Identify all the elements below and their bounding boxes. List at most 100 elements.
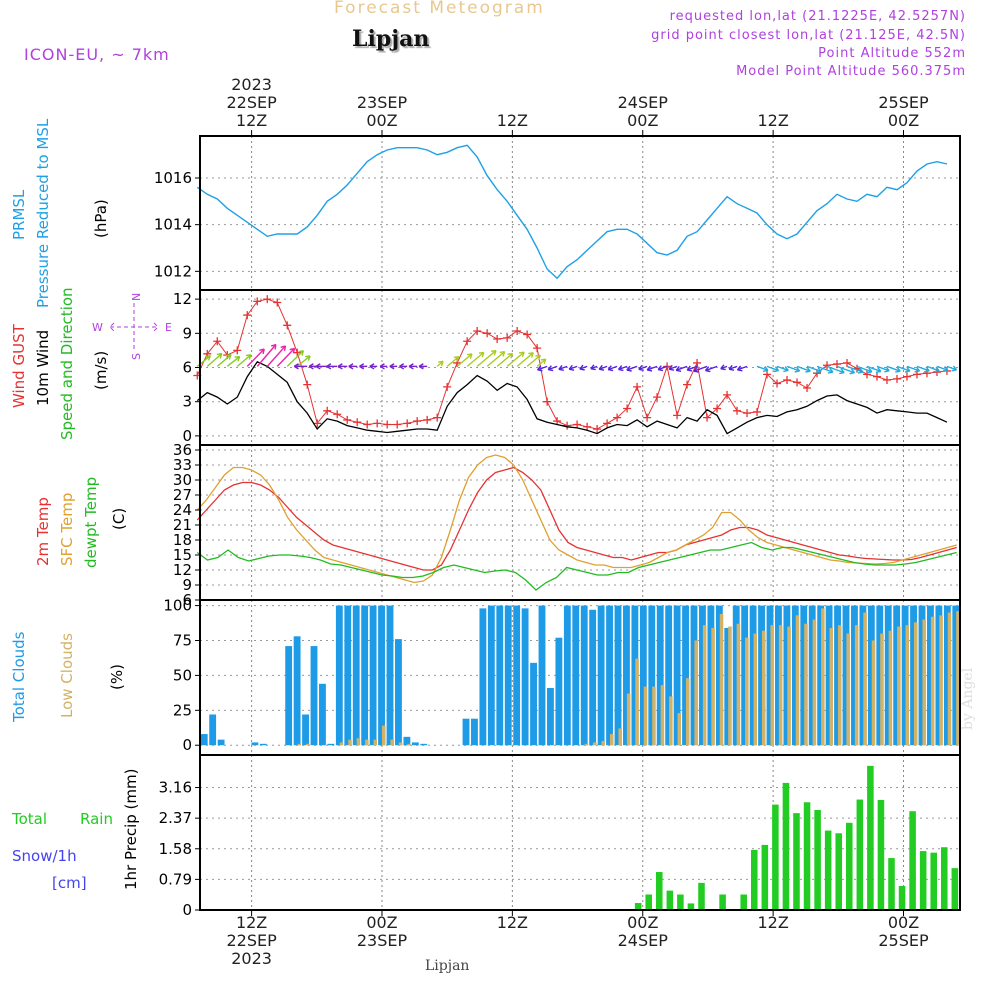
total-clouds-label: Total Clouds bbox=[10, 631, 28, 723]
ytick-label: 75 bbox=[173, 631, 192, 649]
wind-arrowhead bbox=[895, 366, 901, 373]
model-altitude: Model Point Altitude 560.375m bbox=[736, 64, 966, 79]
low-cloud-bar bbox=[685, 678, 690, 746]
gust-point bbox=[583, 422, 592, 431]
total-cloud-bar bbox=[707, 605, 715, 746]
yticks-wind: 0 3 6 9 12 bbox=[173, 290, 200, 445]
total-cloud-bar bbox=[867, 605, 875, 746]
wind-arrow bbox=[568, 365, 578, 370]
low-cloud-bar bbox=[643, 686, 648, 746]
total-cloud-bar bbox=[842, 605, 850, 746]
ytick-label: 12 bbox=[173, 561, 192, 579]
gust-point bbox=[643, 413, 652, 422]
wind-arrowhead bbox=[857, 367, 864, 374]
ytick-label: 25 bbox=[173, 701, 192, 719]
wind-arrow bbox=[547, 365, 558, 371]
temp-unit: (C) bbox=[110, 508, 128, 530]
wind-arrowhead bbox=[686, 365, 693, 372]
total-cloud-bar bbox=[572, 605, 580, 746]
wind-arrow bbox=[766, 365, 779, 372]
low-cloud-bar bbox=[939, 615, 943, 746]
bottom-time-label: 00Z bbox=[888, 913, 919, 932]
rain-bar bbox=[898, 885, 906, 910]
wind-arrow bbox=[806, 365, 822, 373]
wind-arrowhead bbox=[280, 345, 287, 351]
total-cloud-bar bbox=[335, 605, 343, 746]
gust-point bbox=[683, 380, 692, 389]
wind-arrow bbox=[256, 344, 277, 367]
wind-arrow bbox=[646, 365, 658, 371]
total-cloud-bar bbox=[589, 609, 597, 746]
gust-point bbox=[433, 413, 442, 422]
wind-arrow bbox=[456, 353, 473, 367]
low-cloud-bar bbox=[339, 742, 344, 746]
total-cloud-bar bbox=[741, 605, 749, 746]
total-cloud-bar bbox=[690, 605, 698, 746]
rain-bar bbox=[666, 890, 674, 910]
compass-south: S bbox=[130, 353, 143, 360]
wind-arrowhead bbox=[399, 363, 405, 370]
wind-arrow bbox=[936, 365, 949, 371]
total-cloud-bar bbox=[859, 605, 867, 746]
total-cloud-bar bbox=[656, 605, 664, 746]
wind-arrowhead bbox=[558, 365, 564, 372]
gust-point bbox=[603, 419, 612, 428]
wind-arrow bbox=[536, 358, 547, 367]
gust-point bbox=[723, 390, 732, 399]
wind-arrowhead bbox=[904, 366, 911, 373]
wind-arrowhead bbox=[507, 352, 514, 359]
dewpoint-line bbox=[196, 541, 957, 591]
wind-arrow bbox=[675, 365, 688, 371]
model-label: ICON-EU, ~ 7km bbox=[24, 45, 170, 64]
rain-bar bbox=[740, 894, 747, 910]
gust-point bbox=[613, 413, 622, 422]
low-cloud-bar bbox=[593, 742, 597, 746]
wind-arrow bbox=[206, 353, 223, 367]
wind-arrowhead bbox=[478, 351, 485, 358]
wind-arrowhead bbox=[348, 363, 354, 370]
rain-bar bbox=[867, 765, 874, 910]
precip-unit: 1hr Precip (mm) bbox=[122, 769, 140, 890]
low-cloud-bar bbox=[381, 725, 386, 746]
total-cloud-bar bbox=[462, 718, 470, 746]
wind-arrowhead bbox=[668, 364, 675, 371]
bottom-time-label: 00Z bbox=[627, 913, 658, 932]
rain-bar bbox=[846, 822, 853, 910]
ytick-label: 3.16 bbox=[159, 779, 192, 797]
ytick-label: 50 bbox=[173, 666, 192, 684]
total-cloud-bar bbox=[327, 743, 335, 746]
total-cloud-bar bbox=[302, 714, 309, 746]
wind-arrowhead bbox=[657, 365, 664, 372]
low-cloud-bar bbox=[854, 625, 859, 746]
rain-bar bbox=[941, 847, 948, 910]
ytick-label: 36 bbox=[173, 441, 192, 459]
wind-arrowhead bbox=[315, 363, 321, 370]
ytick-label: 27 bbox=[173, 486, 192, 504]
ytick-label: 33 bbox=[173, 456, 192, 474]
gust-point bbox=[693, 358, 702, 367]
wind-arrow bbox=[866, 365, 882, 373]
total-rain-label-2: Rain bbox=[80, 810, 113, 828]
wind-arrowhead bbox=[245, 354, 252, 360]
ytick-label: 21 bbox=[173, 516, 192, 534]
total-cloud-bar bbox=[555, 637, 563, 746]
rain-bar bbox=[824, 830, 832, 910]
low-cloud-bar bbox=[711, 627, 715, 746]
low-cloud-bar bbox=[702, 625, 707, 746]
wind-arrow bbox=[296, 355, 311, 367]
wind-arrowhead bbox=[773, 366, 780, 373]
gust-point bbox=[793, 378, 802, 387]
wind-arrow bbox=[446, 356, 460, 367]
total-cloud-bar bbox=[597, 605, 605, 746]
rain-bar bbox=[687, 903, 695, 910]
bottom-time-label: 25SEP bbox=[878, 931, 929, 950]
wind-arrow bbox=[728, 365, 738, 370]
total-cloud-bar bbox=[682, 605, 689, 746]
wind-arrowhead bbox=[675, 365, 682, 372]
wind-arrow bbox=[486, 351, 506, 367]
wind-arrow bbox=[776, 365, 789, 372]
gust-point bbox=[733, 406, 742, 415]
wind-arrowhead bbox=[827, 367, 834, 374]
top-time-label: 22SEP bbox=[226, 93, 277, 112]
total-cloud-bar bbox=[648, 605, 656, 746]
